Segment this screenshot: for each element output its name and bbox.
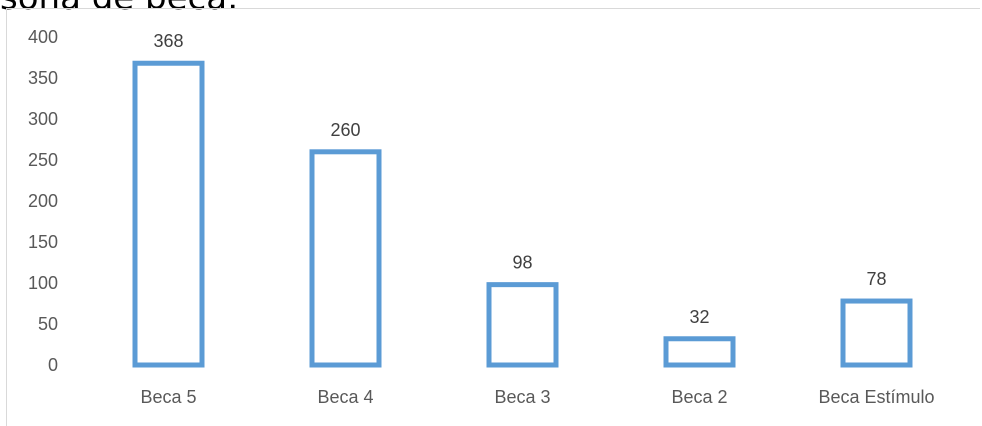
- category-label: Beca Estímulo: [818, 387, 934, 407]
- data-label: 368: [153, 31, 183, 51]
- bar: [132, 60, 205, 368]
- y-tick-label: 100: [28, 273, 58, 293]
- chart-frame-top: [6, 8, 980, 9]
- y-tick-label: 350: [28, 68, 58, 88]
- y-tick-label: 50: [38, 314, 58, 334]
- data-label: 78: [866, 269, 886, 289]
- category-label: Beca 3: [494, 387, 550, 407]
- y-tick-label: 150: [28, 232, 58, 252]
- y-tick-label: 0: [48, 355, 58, 375]
- y-tick-label: 400: [28, 27, 58, 47]
- chart-frame-left: [6, 8, 7, 426]
- y-tick-label: 250: [28, 150, 58, 170]
- data-labels: 368 260 98 32 78: [153, 31, 886, 327]
- category-label: Beca 4: [317, 387, 373, 407]
- data-label: 260: [330, 120, 360, 140]
- category-label: Beca 5: [140, 387, 196, 407]
- y-tick-label: 300: [28, 109, 58, 129]
- bars: [132, 60, 913, 368]
- y-axis-ticks: 0 50 100 150 200 250 300 350 400: [28, 27, 58, 375]
- category-label: Beca 2: [671, 387, 727, 407]
- bar: [309, 149, 382, 368]
- x-axis-categories: Beca 5 Beca 4 Beca 3 Beca 2 Beca Estímulo: [140, 387, 934, 407]
- bar: [840, 298, 913, 368]
- y-tick-label: 200: [28, 191, 58, 211]
- bar: [486, 282, 559, 368]
- page-title: sona de beca:: [0, 0, 239, 18]
- data-label: 98: [512, 253, 532, 273]
- bar: [663, 336, 736, 368]
- data-label: 32: [689, 307, 709, 327]
